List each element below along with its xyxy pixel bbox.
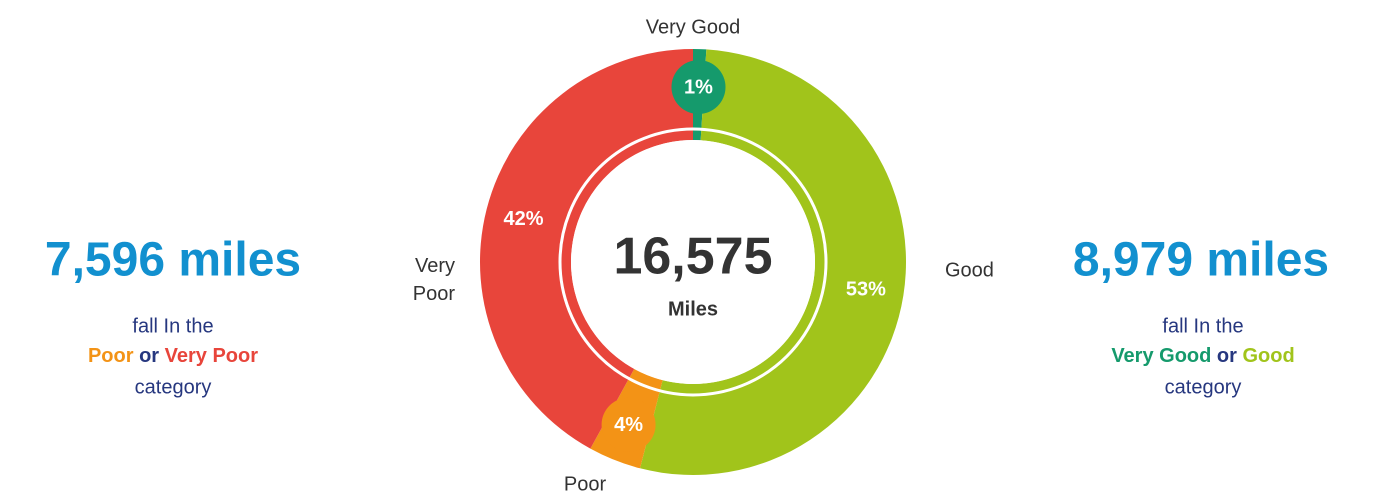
right-second: Good [1242,345,1294,367]
donut-segment [480,49,693,449]
category-label: Poor [564,473,607,495]
right-first: Very Good [1111,345,1211,367]
value-badge [671,60,726,115]
left-first: Poor [88,345,134,367]
value-label: 53% [846,279,886,301]
left-headline: 7,596 miles [45,234,301,287]
donut: 16,575 Miles 1% Very Good 53% Good 4% Poor 42% [480,16,994,495]
inner-ring [558,127,828,397]
right-headline: 8,979 miles [1073,234,1329,287]
center-disc [571,140,815,384]
right-line: category [1165,376,1242,398]
left-joiner: or [139,345,159,367]
value-label: 4% [614,414,643,436]
category-label: Very Good [646,16,741,38]
donut-segment [640,49,907,476]
left-second: Very Poor [165,345,259,367]
value-label: 1% [684,76,713,98]
left-line: fall In the [132,315,213,337]
category-label: Very Poor [412,255,455,305]
center-value: 16,575 [613,228,772,286]
right-line: fall In the [1162,315,1243,337]
left-line: category [135,376,212,398]
value-label: 42% [503,208,543,230]
value-badge [601,397,656,452]
right-joiner: or [1217,345,1237,367]
left-categories: Poor or Very Poor [88,345,258,367]
center-label: Miles [668,298,718,320]
category-label: Good [945,259,994,281]
right-categories: Very Good or Good [1111,345,1294,367]
